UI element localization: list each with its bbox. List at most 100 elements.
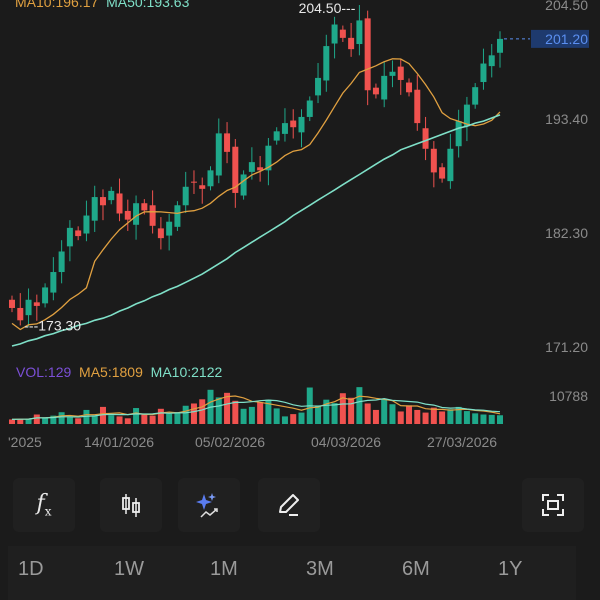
- volume-bar: [298, 412, 305, 424]
- candle-body: [257, 167, 264, 171]
- candle-body: [339, 29, 346, 38]
- volume-legend: VOL:129 MA5:1809 MA10:2122: [16, 364, 222, 380]
- last-price-badge: [531, 29, 589, 48]
- price-axis-label: 182.30: [545, 225, 588, 241]
- volume-bar: [157, 408, 164, 424]
- volume-bar: [414, 409, 421, 424]
- candle-body: [430, 148, 437, 173]
- vol-value: VOL:129: [16, 364, 72, 380]
- volume-bar: [149, 415, 156, 424]
- candle-body: [497, 38, 503, 53]
- candle-body: [215, 133, 222, 176]
- date-axis-label: '2025: [8, 434, 42, 450]
- volume-bar: [323, 399, 330, 424]
- candle-body: [472, 87, 479, 105]
- volume-bar: [33, 414, 40, 424]
- volume-bar: [331, 403, 338, 424]
- ai-sparkle-trend-icon: [196, 493, 218, 518]
- volume-bar: [99, 406, 106, 424]
- volume-bar: [265, 399, 272, 424]
- volume-bar: [463, 411, 470, 424]
- candle-body: [17, 307, 24, 321]
- volume-bar: [472, 413, 479, 424]
- candle-body: [50, 272, 57, 293]
- candle-body: [298, 116, 305, 133]
- price-chart[interactable]: 204.50 193.40 182.30 171.20 204.50--- ---173.…: [0, 0, 600, 460]
- volume-bar: [348, 397, 355, 424]
- tab-6m[interactable]: 6M: [402, 558, 430, 580]
- date-axis-label: 27/03/2026: [427, 434, 497, 450]
- candle-body: [33, 302, 40, 306]
- volume-bar: [240, 408, 247, 424]
- candlestick-icon: [122, 494, 140, 517]
- volume-bar: [50, 415, 57, 424]
- indicators-button[interactable]: fx: [13, 478, 75, 532]
- candle-body: [414, 89, 421, 124]
- candle-body: [232, 146, 239, 193]
- volume-bar: [447, 409, 454, 424]
- candle-body: [199, 185, 206, 189]
- candle-body: [75, 230, 82, 237]
- tab-1y[interactable]: 1Y: [498, 558, 523, 580]
- ma10-line: [11, 58, 501, 331]
- candle-body: [66, 227, 73, 247]
- candle-body: [174, 205, 181, 227]
- candle-body: [9, 299, 15, 308]
- volume-bar: [58, 412, 65, 424]
- vol-ma5-value: MA5:1809: [79, 364, 143, 380]
- volume-bar: [273, 408, 280, 424]
- volume-bar: [364, 403, 371, 424]
- volume-bar: [83, 409, 90, 424]
- candle-body: [248, 162, 255, 172]
- candle-body: [381, 75, 388, 100]
- tab-1m[interactable]: 1M: [210, 558, 238, 580]
- volume-bar: [232, 400, 239, 424]
- volume-bar: [190, 403, 197, 424]
- ma10-legend: MA10:196.17 MA50:193.63: [15, 0, 189, 10]
- candle-body: [463, 104, 470, 127]
- volume-bar: [480, 414, 487, 424]
- price-axis-label: 171.20: [545, 339, 588, 355]
- date-axis-label: 05/02/2026: [195, 434, 265, 450]
- draw-button[interactable]: [258, 478, 320, 532]
- candle-body: [99, 197, 106, 206]
- candle-body: [124, 210, 131, 220]
- volume-bar: [215, 397, 222, 424]
- volume-bar: [133, 408, 140, 424]
- ai-analysis-button[interactable]: [178, 478, 240, 532]
- candle-body: [306, 100, 313, 117]
- volume-bar: [381, 398, 388, 424]
- volume-bar: [224, 392, 231, 424]
- candle-body: [207, 170, 214, 187]
- candle-body: [281, 123, 288, 134]
- candle-body: [58, 251, 65, 273]
- date-axis-label: 04/03/2026: [311, 434, 381, 450]
- volume-bar: [141, 414, 148, 424]
- price-axis-label: 204.50: [545, 0, 588, 13]
- volume-bar: [174, 412, 181, 424]
- price-axis-label: 193.40: [545, 111, 588, 127]
- candle-body: [348, 37, 355, 50]
- fullscreen-icon: [542, 494, 564, 516]
- candle-body: [149, 205, 156, 226]
- candle-body: [323, 46, 330, 81]
- candle-body: [108, 190, 115, 201]
- candle-body: [364, 18, 371, 91]
- volume-bar: [389, 404, 396, 424]
- chart-type-button[interactable]: [100, 478, 162, 532]
- candle-body: [83, 215, 90, 234]
- tab-1d[interactable]: 1D: [18, 558, 44, 580]
- tab-3m[interactable]: 3M: [306, 558, 334, 580]
- candle-body: [455, 121, 462, 147]
- volume-bar: [356, 387, 363, 424]
- volume-bar: [257, 402, 264, 424]
- volume-bar: [406, 405, 413, 424]
- volume-axis-label: 10788: [549, 388, 588, 404]
- volume-bar: [397, 411, 404, 424]
- volume-bar: [315, 405, 322, 424]
- max-price-label: 204.50---: [299, 0, 356, 16]
- volume-bar: [339, 393, 346, 424]
- volume-bar: [91, 416, 98, 424]
- tab-1w[interactable]: 1W: [114, 558, 144, 580]
- fullscreen-button[interactable]: [522, 478, 584, 532]
